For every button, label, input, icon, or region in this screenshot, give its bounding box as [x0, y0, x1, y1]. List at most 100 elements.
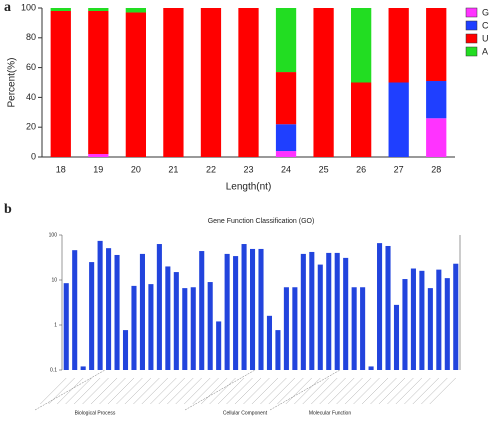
y-tick-label: 40 [26, 92, 36, 102]
bar-segment [275, 124, 297, 152]
y-axis-label: Percent(%) [7, 57, 18, 107]
legend-swatch [465, 7, 478, 18]
bar [393, 304, 400, 370]
bar [182, 288, 188, 370]
x-tick-label-line [327, 377, 355, 405]
bar [148, 284, 154, 370]
x-tick-label-line [217, 377, 245, 405]
group-label: Cellular Component [223, 410, 268, 416]
x-tick-label-line [107, 377, 135, 405]
bar [89, 262, 95, 370]
x-tick-label-line [99, 377, 126, 405]
bar [156, 244, 162, 370]
bar [139, 253, 145, 370]
x-tick-label-line [133, 377, 160, 405]
bar [427, 288, 433, 370]
bar-segment [125, 8, 147, 13]
bar-segment [426, 81, 447, 119]
bar [173, 272, 179, 370]
chart-title: Gene Function Classification (GO) [208, 218, 315, 225]
y-tick-label: 10 [51, 277, 57, 283]
group-divider [269, 369, 341, 411]
bar-segment [163, 8, 184, 157]
bar [410, 268, 416, 370]
x-tick-label-line [167, 377, 194, 405]
bar-segment [50, 10, 71, 158]
bar [199, 251, 205, 370]
x-tick-label-line [184, 377, 211, 405]
x-tick-label-line [302, 377, 329, 405]
legend-label: C [482, 20, 489, 30]
bar [343, 257, 349, 370]
x-tick-label-line [226, 377, 253, 405]
bar [97, 240, 103, 370]
bar-segment [313, 8, 334, 157]
bar-segment [125, 12, 147, 157]
bar [63, 283, 69, 370]
x-tick-label-line [311, 377, 338, 405]
bar-segment [350, 82, 372, 157]
bar [224, 253, 230, 370]
x-tick-label-line [200, 377, 228, 405]
bar [275, 330, 281, 370]
bar [419, 270, 425, 370]
x-tick-label-line [243, 377, 270, 405]
legend-label: U [482, 33, 489, 43]
bar [453, 263, 459, 370]
x-tick-label-line [412, 377, 440, 405]
bar [402, 279, 408, 370]
bar [122, 330, 129, 370]
x-tick-label-line [158, 377, 185, 405]
x-tick-label-line [260, 377, 287, 405]
x-tick-label-line [378, 377, 406, 405]
x-tick-label-line [73, 377, 101, 405]
x-tick-label: 19 [93, 164, 103, 174]
bar-segment [426, 8, 447, 82]
bar [436, 269, 442, 370]
y-tick-label: 100 [49, 232, 58, 238]
legend-swatch [465, 20, 478, 31]
bar [72, 250, 78, 370]
bar [283, 287, 289, 370]
x-tick-label-line [336, 377, 363, 405]
x-tick-label-line [268, 377, 296, 405]
bar [216, 321, 222, 370]
panel-label: b [4, 202, 12, 217]
bar-segment [275, 8, 297, 73]
y-tick-label: 80 [26, 32, 36, 42]
bar [190, 287, 196, 370]
x-tick-label-line [141, 377, 169, 405]
x-tick-label-line [395, 377, 423, 405]
bar-segment [275, 72, 297, 125]
bar [114, 254, 120, 370]
legend-label: A [482, 46, 488, 56]
bar-segment [388, 8, 409, 83]
x-tick-label: 22 [206, 164, 216, 174]
bar [207, 282, 213, 370]
panel-label: a [4, 0, 11, 15]
x-tick-label-line [40, 377, 67, 405]
bar [292, 287, 298, 370]
bar [249, 248, 256, 370]
y-tick-label: 1 [54, 322, 57, 328]
bar [266, 315, 273, 370]
x-tick-label-line [90, 377, 118, 405]
y-tick-label: 20 [26, 122, 36, 132]
y-tick-label: 60 [26, 62, 36, 72]
legend-label: G [482, 7, 489, 17]
x-tick-label-line [192, 377, 219, 405]
bar-segment [426, 118, 447, 157]
x-tick-label-line [319, 377, 346, 405]
legend-swatch [465, 46, 478, 57]
bar [444, 278, 450, 370]
bar [385, 245, 391, 370]
x-tick-label: 23 [243, 164, 253, 174]
y-tick-label: 0 [31, 151, 36, 161]
x-tick-label-line [82, 377, 109, 405]
x-tick-label-line [404, 377, 431, 405]
bar [80, 366, 86, 370]
group-divider [34, 369, 106, 411]
x-tick-label-line [361, 377, 389, 405]
bar [309, 251, 315, 370]
